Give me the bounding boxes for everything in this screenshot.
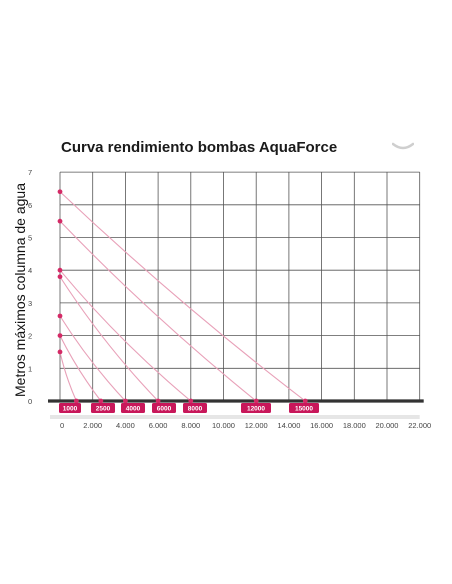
x-tick-label: 18.000 (343, 421, 366, 430)
series-badge-label-1000: 1000 (63, 406, 78, 413)
series-badge-4000 (121, 403, 145, 413)
series-badge-6000 (152, 403, 176, 413)
series-line-6000 (59, 276, 159, 402)
series-badge-label-2500: 2500 (96, 406, 111, 413)
series-start-point-15000 (57, 189, 63, 195)
x-tick-label: 20.000 (376, 421, 399, 430)
x-tick-label: 16.000 (310, 421, 333, 430)
x-tick-label: 2.000 (83, 421, 102, 430)
series-badge-15000 (289, 403, 319, 413)
decorative-arc (392, 142, 414, 150)
series-end-point-12000 (253, 398, 259, 404)
series-start-point-4000 (57, 313, 63, 319)
y-tick-label: 6 (28, 201, 32, 210)
series-badge-label-8000: 8000 (188, 406, 203, 413)
series-line-8000 (59, 269, 192, 402)
y-tick-label: 0 (28, 397, 32, 406)
series-line-4000 (59, 315, 126, 402)
series-badge-1000 (59, 403, 81, 413)
series-line-12000 (59, 220, 257, 402)
series-badge-8000 (183, 403, 207, 413)
x-tick-label: 6.000 (149, 421, 168, 430)
series-end-point-15000 (302, 398, 308, 404)
series-line-2500 (59, 335, 102, 402)
x-tick-label: 14.000 (277, 421, 300, 430)
series-end-point-1000 (73, 398, 79, 404)
series-badge-label-15000: 15000 (295, 406, 313, 413)
series-end-point-2500 (98, 398, 104, 404)
series-badge-label-12000: 12000 (247, 406, 265, 413)
x-tick-label: 8.000 (181, 421, 200, 430)
series-start-point-6000 (57, 274, 63, 280)
x-tick-label: 12.000 (245, 421, 268, 430)
y-tick-label: 7 (28, 168, 32, 177)
series-start-point-1000 (57, 349, 63, 355)
y-tick-label: 4 (28, 266, 32, 275)
series-badge-label-6000: 6000 (157, 406, 172, 413)
x-tick-label: 4.000 (116, 421, 135, 430)
y-tick-label: 2 (28, 332, 32, 341)
series-start-point-8000 (57, 267, 63, 273)
y-tick-label: 3 (28, 299, 32, 308)
axis-shadow-band (50, 415, 420, 419)
y-tick-label: 1 (28, 364, 32, 373)
x-tick-label: 22.000 (408, 421, 431, 430)
series-end-point-6000 (155, 398, 161, 404)
x-tick-label: 10.000 (212, 421, 235, 430)
series-end-point-8000 (188, 398, 194, 404)
series-badge-label-4000: 4000 (126, 406, 141, 413)
series-end-point-4000 (123, 398, 128, 404)
chart-title: Curva rendimiento bombas AquaForce (61, 139, 338, 156)
series-start-point-12000 (57, 218, 63, 224)
series-start-point-2500 (57, 333, 63, 338)
series-badge-2500 (91, 403, 115, 413)
series-line-1000 (59, 351, 77, 402)
x-tick-label: 0 (60, 421, 64, 430)
series-line-15000 (59, 191, 306, 402)
series-badge-12000 (241, 403, 271, 413)
y-tick-label: 5 (28, 234, 32, 243)
